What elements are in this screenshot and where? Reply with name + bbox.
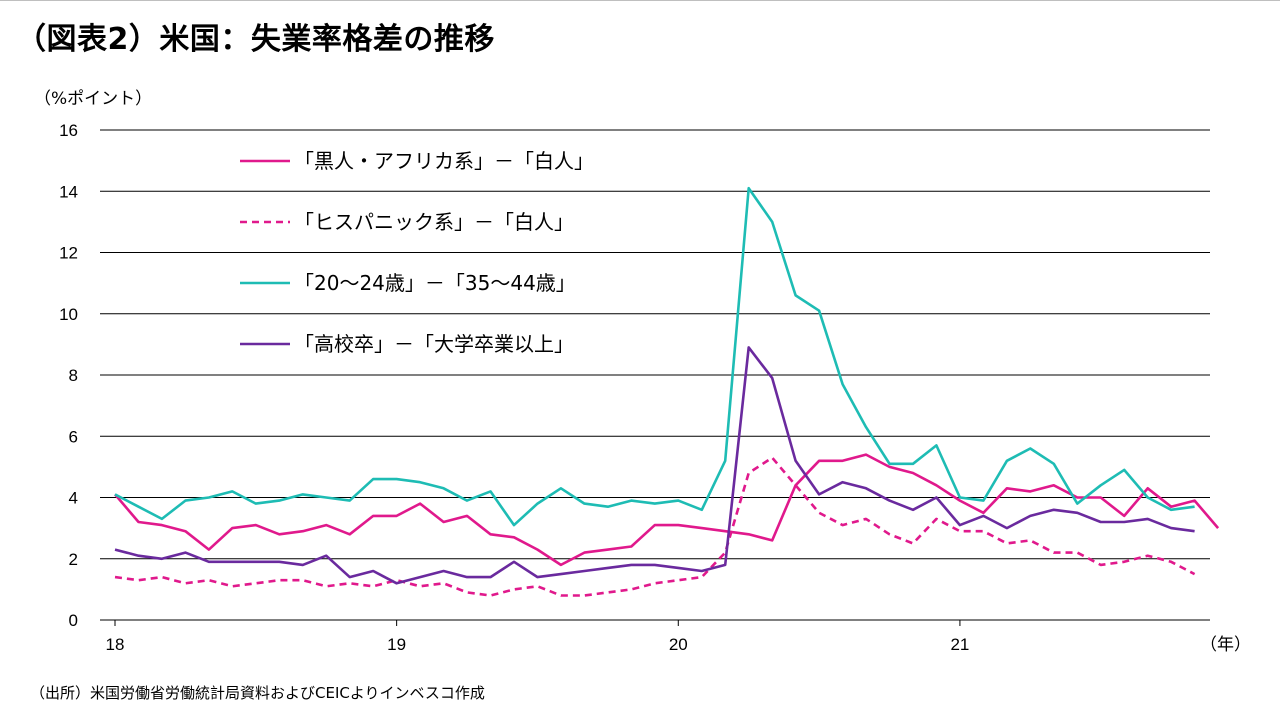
legend-label-2: 「ヒスパニック系」－「白人」 (294, 210, 574, 234)
y-tick-label: 12 (59, 244, 78, 263)
y-tick-label: 6 (69, 427, 78, 446)
y-unit-label: （%ポイント） (34, 89, 152, 109)
x-tick-label: 18 (106, 635, 125, 654)
y-tick-label: 0 (69, 611, 78, 630)
y-tick-label: 2 (69, 550, 78, 569)
y-tick-label: 8 (69, 366, 78, 385)
y-tick-label: 4 (69, 489, 78, 508)
y-tick-labels: 0 2 4 6 8 10 12 14 16 (59, 121, 78, 630)
x-unit-label: （年） (1200, 635, 1251, 655)
y-tick-label: 10 (59, 305, 78, 324)
series-lines (114, 186, 1220, 597)
source-note: （出所）米国労働省労働統計局資料およびCEICよりインベスコ作成 (30, 684, 485, 702)
x-tick-label: 21 (950, 635, 969, 654)
grid (100, 129, 1210, 626)
x-tick-label: 20 (669, 635, 688, 654)
series-line-3 (114, 186, 1195, 527)
legend-label-3: 「20～24歳」－「35～44歳」 (294, 271, 576, 295)
series-line-1 (114, 453, 1220, 567)
page-title: （図表2）米国：失業率格差の推移 (16, 22, 495, 57)
series-line-2 (114, 456, 1196, 597)
x-tick-label: 19 (387, 635, 406, 654)
series-line-4 (114, 346, 1195, 585)
legend-label-1: 「黒人・アフリカ系」－「白人」 (294, 149, 594, 173)
top-rule (0, 0, 1280, 1)
y-tick-label: 16 (59, 121, 78, 140)
y-tick-label: 14 (59, 182, 78, 201)
legend: 「黒人・アフリカ系」－「白人」「ヒスパニック系」－「白人」「20～24歳」－「3… (240, 149, 594, 356)
x-tick-labels: 18 19 20 21 (106, 635, 970, 654)
legend-label-4: 「高校卒」－「大学卒業以上」 (294, 332, 574, 356)
